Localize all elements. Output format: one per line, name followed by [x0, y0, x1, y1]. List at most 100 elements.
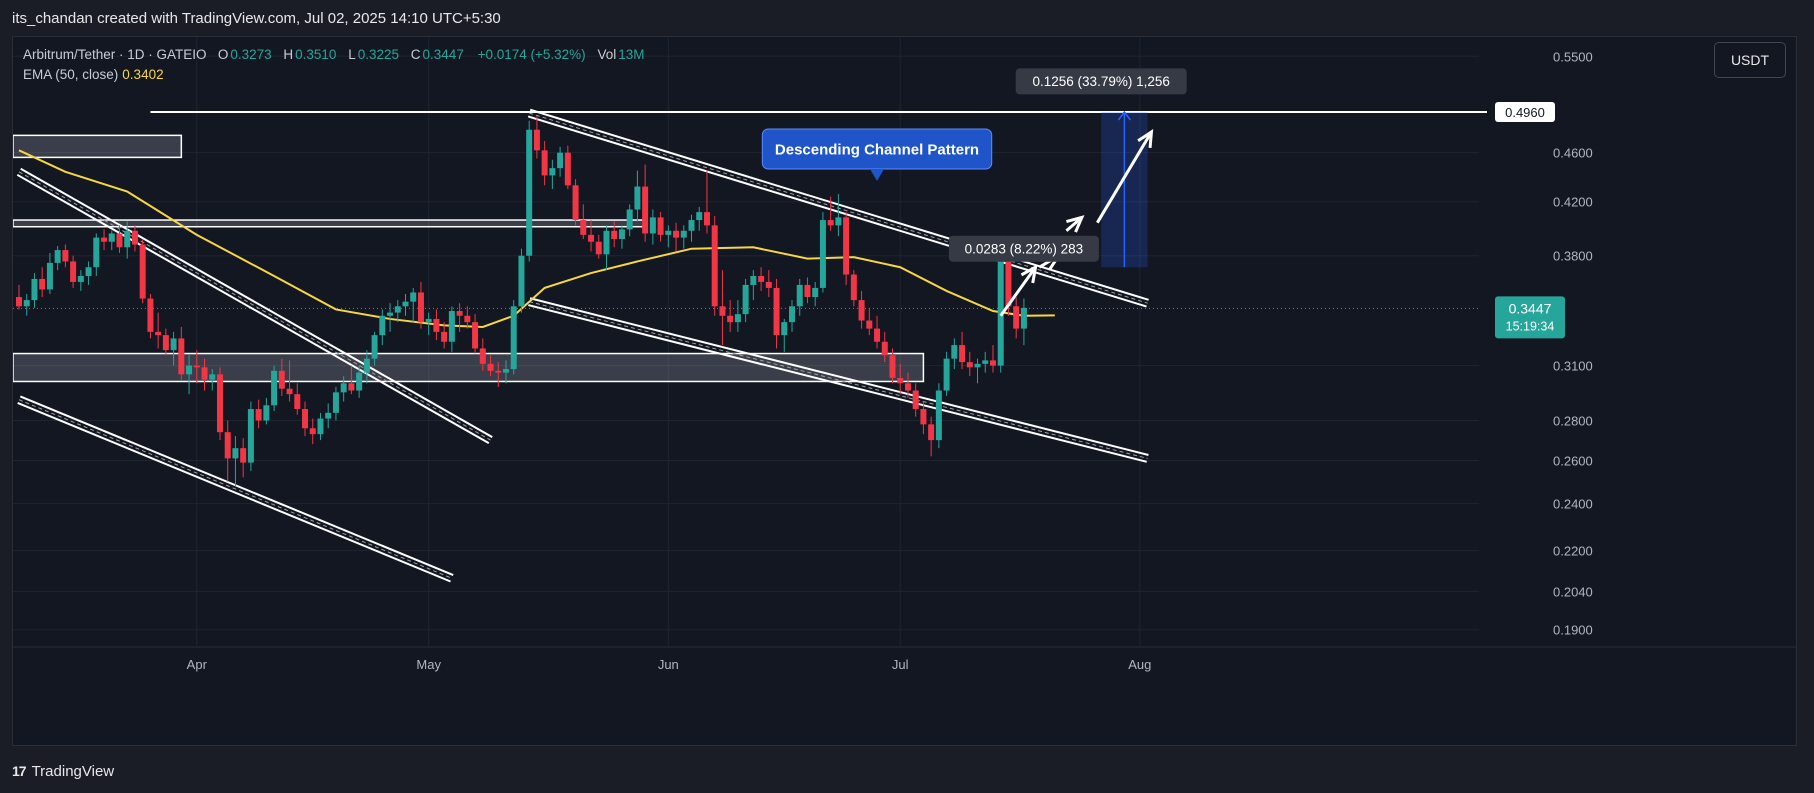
close-value: 0.3447	[422, 47, 464, 62]
candle	[85, 261, 92, 285]
channel-line	[16, 173, 490, 445]
x-tick-label: Jul	[892, 657, 909, 672]
candle-body	[201, 367, 208, 380]
candle-body	[881, 341, 888, 356]
symbol-label[interactable]: Arbitrum/Tether · 1D · GATEIO	[23, 47, 207, 62]
candle	[881, 331, 888, 363]
candle-body	[518, 255, 525, 307]
x-tick-label: Aug	[1128, 657, 1151, 672]
candle-body	[394, 306, 401, 313]
candle	[363, 350, 370, 384]
candle	[495, 362, 502, 387]
y-tick-label: 0.2800	[1553, 413, 1593, 428]
candle-body	[425, 318, 432, 323]
candle	[796, 278, 803, 316]
candle	[750, 270, 757, 301]
candle-body	[703, 212, 710, 226]
candle-body	[232, 448, 239, 459]
candle	[959, 331, 966, 370]
measure-arrow-head	[1117, 110, 1131, 121]
candle	[541, 141, 548, 186]
candle-body	[541, 150, 548, 176]
currency-button[interactable]: USDT	[1714, 42, 1786, 78]
candle	[989, 345, 996, 373]
candle	[46, 252, 53, 294]
chart-panel[interactable]: Descending Channel Pattern 0.0283 (8.22%)…	[12, 36, 1797, 746]
candle	[982, 351, 989, 373]
candle	[680, 225, 687, 249]
candle	[889, 348, 896, 384]
candle	[201, 358, 208, 391]
candle	[858, 290, 865, 329]
candle	[804, 277, 811, 304]
candle	[642, 164, 649, 242]
candle	[216, 367, 223, 441]
candle	[340, 376, 347, 402]
candle	[209, 369, 216, 391]
candle-body	[186, 365, 193, 375]
candle-body	[989, 360, 996, 366]
candle-body	[959, 345, 966, 363]
candle	[719, 270, 726, 346]
forecast-arrow-head	[1020, 264, 1038, 284]
candle	[966, 351, 973, 377]
candle	[70, 255, 77, 288]
candle	[1013, 297, 1020, 339]
candle	[147, 293, 154, 339]
candle	[232, 436, 239, 486]
candle	[62, 244, 69, 268]
candle-body	[16, 297, 22, 307]
channel-line	[17, 402, 451, 583]
candle-body	[178, 338, 185, 375]
price-chart[interactable]: Descending Channel Pattern 0.0283 (8.22%)…	[13, 37, 1797, 746]
measure-box-bg	[1015, 68, 1187, 95]
candle-body	[224, 432, 231, 459]
candle	[634, 170, 641, 222]
candle	[897, 363, 904, 395]
candle-body	[804, 284, 811, 298]
candle-body	[750, 275, 757, 285]
candle	[502, 360, 509, 384]
candle	[734, 300, 741, 332]
candle	[240, 438, 247, 478]
candle	[580, 204, 587, 239]
candle-body	[309, 428, 316, 435]
candle	[387, 303, 394, 332]
candle	[951, 338, 958, 370]
footer-brand-text: TradingView	[31, 762, 115, 780]
candle	[325, 403, 332, 429]
candle	[472, 314, 479, 354]
candle-body	[93, 237, 100, 268]
candle	[348, 365, 355, 395]
candle-body	[441, 331, 448, 342]
candle	[178, 326, 185, 380]
candle	[155, 312, 162, 349]
candle	[943, 351, 950, 397]
candle-body	[711, 225, 718, 307]
candle	[410, 287, 417, 323]
candle-body	[680, 230, 687, 238]
candle	[371, 331, 378, 366]
candle-body	[371, 335, 378, 359]
candle-body	[510, 306, 517, 370]
candle-body	[240, 448, 247, 463]
candle-body	[611, 230, 618, 239]
legend-row-ema[interactable]: EMA (50, close) 0.3402	[23, 65, 653, 85]
candle-body	[46, 262, 53, 290]
candle-body	[719, 306, 726, 316]
candle	[487, 355, 494, 377]
candle-body	[263, 405, 270, 421]
candle-body	[951, 345, 958, 359]
channel-centerline	[529, 301, 1148, 459]
price-axis-area	[1479, 37, 1796, 745]
candle-body	[247, 409, 254, 463]
candle	[974, 358, 981, 384]
candle-body	[835, 217, 842, 226]
candle-body	[101, 237, 108, 242]
candle	[441, 322, 448, 349]
candle	[912, 383, 919, 417]
low-key: L	[348, 47, 356, 62]
y-tick-label: 0.3800	[1553, 249, 1593, 264]
candle	[379, 309, 386, 346]
